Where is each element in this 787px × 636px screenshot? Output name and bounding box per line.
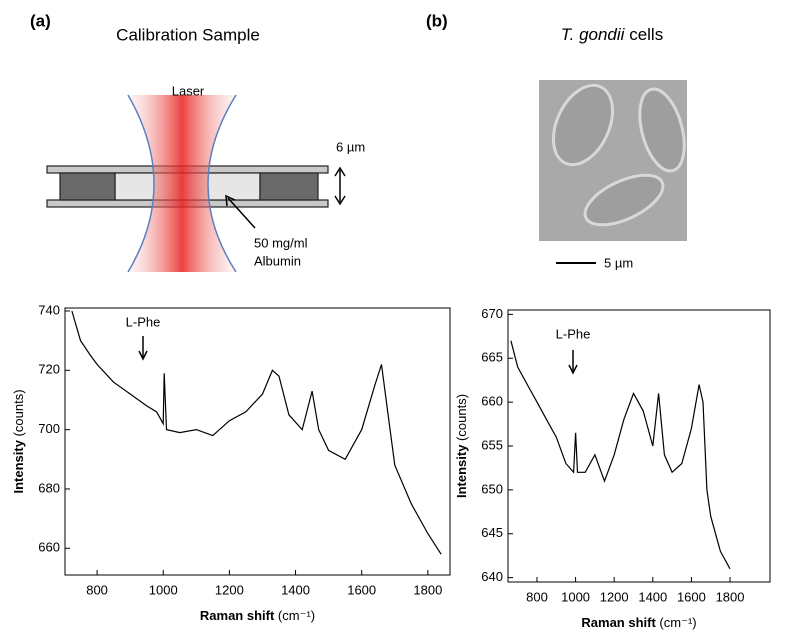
y-tick-label: 645 [481, 525, 503, 540]
spectrum-line [510, 340, 731, 570]
x-tick-label: 800 [86, 582, 108, 597]
x-tick-label: 1000 [149, 582, 178, 597]
x-tick-label: 1200 [600, 589, 629, 604]
laser-label: Laser [172, 83, 205, 98]
x-axis-label: Raman shift (cm⁻¹) [581, 615, 696, 630]
y-unit: (counts) [11, 389, 26, 436]
y-tick-label: 720 [38, 362, 60, 377]
gap-label: 6 µm [336, 139, 365, 154]
y-tick-label: 650 [481, 481, 503, 496]
y-tick-label: 700 [38, 421, 60, 436]
x-tick-label: 1800 [716, 589, 745, 604]
x-label: Raman shift [200, 608, 275, 623]
y-label: Intensity [454, 444, 469, 498]
panel-title: T. gondii cells [561, 25, 663, 44]
y-unit: (counts) [454, 394, 469, 441]
sample-label: Albumin [254, 253, 301, 268]
spectrum-line [71, 310, 442, 555]
sample-label: 50 mg/ml [254, 235, 308, 250]
y-tick-label: 660 [481, 394, 503, 409]
y-tick-label: 740 [38, 302, 60, 317]
y-label: Intensity [11, 439, 26, 493]
x-unit: (cm⁻¹) [659, 615, 696, 630]
y-tick-label: 640 [481, 569, 503, 584]
x-tick-label: 1600 [347, 582, 376, 597]
x-tick-label: 1000 [561, 589, 590, 604]
y-tick-label: 680 [38, 480, 60, 495]
x-tick-label: 1800 [413, 582, 442, 597]
plot-frame [507, 309, 771, 583]
panel-title: Calibration Sample [116, 25, 260, 44]
annotation: L-Phe [556, 326, 591, 341]
x-axis-label: Raman shift (cm⁻¹) [200, 608, 315, 623]
annotation-arrowhead [138, 350, 148, 361]
x-tick-label: 800 [526, 589, 548, 604]
title-rest: cells [629, 25, 663, 44]
slide-diagram [46, 94, 346, 273]
x-tick-label: 1400 [281, 582, 310, 597]
panel-label: (b) [426, 11, 448, 30]
y-tick-label: 670 [481, 306, 503, 321]
y-tick-label: 655 [481, 437, 503, 452]
y-axis-label: Intensity (counts) [11, 389, 26, 493]
plot-frame [64, 307, 451, 576]
annotation: L-Phe [126, 314, 161, 329]
y-axis-label: Intensity (counts) [454, 394, 469, 498]
x-label: Raman shift [581, 615, 656, 630]
annotation-arrowhead [568, 364, 578, 375]
title-italic: T. gondii [561, 25, 626, 44]
cell-image [539, 80, 687, 264]
panel-label: (a) [30, 11, 51, 30]
x-tick-label: 1200 [215, 582, 244, 597]
x-tick-label: 1600 [677, 589, 706, 604]
y-tick-label: 665 [481, 350, 503, 365]
y-tick-label: 660 [38, 540, 60, 555]
x-unit: (cm⁻¹) [278, 608, 315, 623]
x-tick-label: 1400 [638, 589, 667, 604]
scale-bar-label: 5 µm [604, 255, 633, 270]
